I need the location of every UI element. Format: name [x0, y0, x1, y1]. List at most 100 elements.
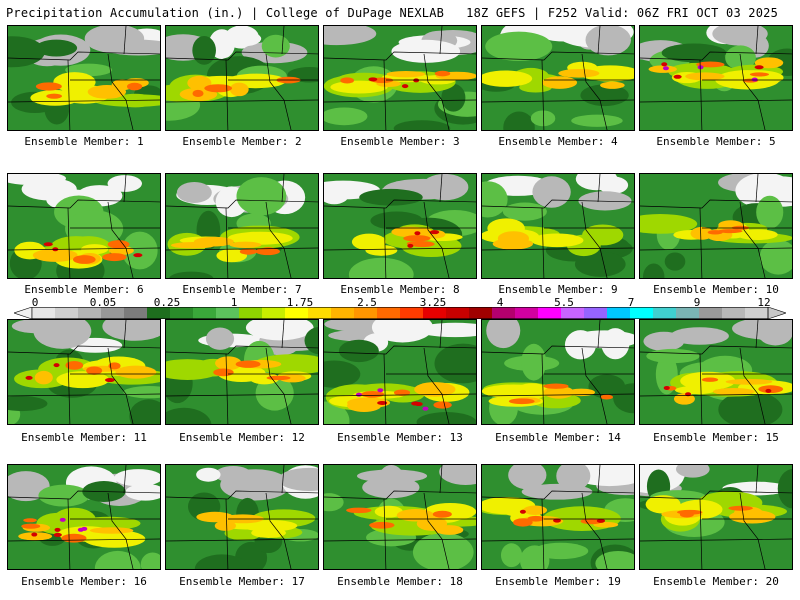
state-boundary — [324, 538, 476, 542]
precip-contour — [229, 82, 249, 97]
state-boundary — [281, 320, 285, 349]
title-right: 18Z GEFS | F252 Valid: 06Z FRI OCT 03 20… — [466, 6, 778, 20]
ensemble-member-label: Ensemble Member: 15 — [653, 431, 779, 444]
dry-area — [114, 469, 160, 487]
precip-contour — [751, 77, 758, 82]
state-boundary — [107, 492, 134, 569]
precip-contour — [368, 77, 378, 82]
state-boundary — [482, 51, 634, 61]
colorbar-swatch — [722, 307, 746, 319]
state-boundary — [699, 353, 703, 424]
precip-contour — [519, 545, 550, 569]
colorbar-swatch — [170, 307, 194, 319]
ensemble-member-label: Ensemble Member: 6 — [24, 283, 144, 296]
ensemble-map-panel — [165, 173, 319, 279]
ensemble-map-panel — [165, 464, 319, 570]
state-boundary — [166, 99, 318, 103]
dry-area — [176, 181, 212, 203]
precip-contour — [43, 242, 53, 247]
state-boundary — [597, 174, 601, 203]
state-boundary — [597, 320, 601, 349]
dry-area — [245, 320, 314, 341]
precip-contour — [377, 400, 388, 405]
precip-contour — [192, 36, 216, 65]
ensemble-map-panel — [639, 319, 793, 425]
precip-contour — [542, 76, 578, 89]
colorbar-swatch — [101, 307, 125, 319]
precip-contour — [393, 389, 411, 396]
state-boundary — [640, 99, 792, 103]
state-boundary — [581, 53, 608, 130]
state-boundary — [107, 201, 134, 278]
dry-area — [643, 331, 685, 351]
colorbar-swatch — [124, 307, 148, 319]
dry-area — [439, 465, 476, 485]
state-boundary — [8, 51, 160, 61]
precip-contour — [503, 111, 535, 130]
precip-contour — [648, 65, 677, 73]
colorbar-tick-label: 0.25 — [153, 296, 181, 309]
precip-contour — [386, 70, 426, 78]
state-boundary — [8, 199, 160, 209]
state-boundary — [699, 207, 703, 278]
ensemble-map-panel — [7, 25, 161, 131]
precip-contour — [38, 484, 90, 507]
state-boundary — [699, 498, 703, 569]
precip-contour — [89, 527, 134, 534]
colorbar-tick-label: 0.05 — [89, 296, 117, 309]
ensemble-member-label: Ensemble Member: 3 — [340, 135, 460, 148]
ensemble-map-panel — [323, 319, 477, 425]
precip-contour — [115, 365, 157, 379]
colorbar-tick-label: 0 — [31, 296, 39, 309]
precip-contour — [338, 339, 379, 363]
ensemble-map-panel — [481, 25, 635, 131]
colorbar-outline — [31, 307, 769, 319]
precip-contour — [72, 255, 96, 264]
precip-contour — [701, 377, 719, 382]
state-boundary — [640, 490, 792, 500]
precip-contour — [104, 378, 115, 383]
state-boundary — [640, 538, 792, 542]
colorbar-tick-label: 12 — [757, 296, 771, 309]
ensemble-member-label: Ensemble Member: 18 — [337, 575, 463, 588]
precip-contour — [194, 554, 249, 569]
colorbar-swatch — [308, 307, 332, 319]
colorbar-tick-label: 3.25 — [419, 296, 447, 309]
precip-map — [166, 26, 318, 130]
precip-contour — [126, 82, 143, 91]
precip-contour — [558, 68, 600, 78]
state-boundary — [107, 347, 134, 424]
precip-map — [482, 174, 634, 278]
precip-contour — [690, 226, 714, 240]
precip-contour — [46, 93, 62, 99]
state-boundary — [423, 201, 450, 278]
state-boundary — [123, 174, 127, 203]
state-boundary — [383, 207, 387, 278]
dry-area — [486, 320, 521, 349]
colorbar-swatch — [607, 307, 631, 319]
precip-contour — [500, 543, 523, 568]
state-boundary — [640, 51, 792, 61]
precip-contour — [346, 507, 372, 514]
precip-contour — [646, 348, 700, 364]
precip-contour — [187, 75, 212, 91]
dry-area — [675, 465, 710, 478]
precip-contour — [663, 385, 670, 390]
precip-contour — [412, 532, 474, 569]
ensemble-member-label: Ensemble Member: 7 — [182, 283, 302, 296]
precip-contour — [401, 84, 409, 89]
colorbar-swatch — [423, 307, 447, 319]
precip-contour — [600, 394, 613, 400]
precip-map — [166, 465, 318, 569]
precip-contour — [213, 368, 234, 377]
state-boundary — [541, 353, 545, 424]
precip-map — [640, 320, 792, 424]
precip-map — [8, 174, 160, 278]
ensemble-member-label: Ensemble Member: 10 — [653, 283, 779, 296]
dry-area — [21, 177, 77, 201]
dry-area — [712, 26, 768, 46]
state-boundary — [755, 320, 759, 349]
precip-contour — [107, 240, 130, 249]
precip-contour — [527, 515, 545, 522]
state-boundary — [739, 53, 766, 130]
